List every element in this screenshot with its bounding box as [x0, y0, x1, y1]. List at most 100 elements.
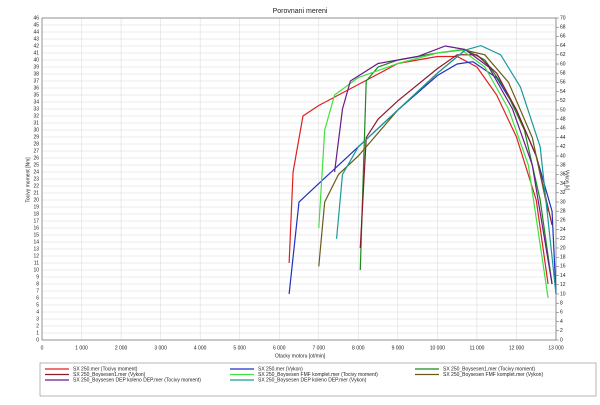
y2-tick-label: 6: [560, 310, 563, 316]
legend-label: SX 250_Boysesen FMF komplet.mer (Vykon): [443, 372, 543, 378]
y2-tick-label: 40: [560, 153, 566, 159]
series-line: [318, 48, 549, 299]
y2-tick-label: 22: [560, 236, 566, 242]
y2-tick-label: 4: [560, 319, 563, 325]
y2-tick-label: 14: [560, 273, 566, 279]
x-tick-label: 2 000: [115, 345, 128, 351]
y2-tick-label: 20: [560, 245, 566, 251]
x-tick-label: 5 000: [233, 345, 246, 351]
y-tick-label: 21: [33, 190, 39, 196]
y-tick-label: 18: [33, 211, 39, 217]
x-tick-label: 9 000: [392, 345, 405, 351]
y2-tick-label: 26: [560, 218, 566, 224]
y-tick-label: 6: [36, 295, 39, 301]
y-tick-label: 2: [36, 323, 39, 329]
y-tick-label: 10: [33, 267, 39, 273]
y2-tick-label: 18: [560, 255, 566, 261]
x-tick-label: 12 000: [509, 345, 525, 351]
y-tick-label: 35: [33, 92, 39, 98]
y-tick-label: 25: [33, 162, 39, 168]
y-tick-label: 41: [33, 50, 39, 56]
y-tick-label: 38: [33, 71, 39, 77]
y2-tick-label: 0: [560, 337, 563, 343]
y2-axis-label: Vykon [k]: [564, 170, 570, 191]
chart-title: Porovnani mereni: [273, 8, 328, 15]
y-tick-label: 19: [33, 204, 39, 210]
y2-tick-label: 16: [560, 264, 566, 270]
y-tick-label: 46: [33, 15, 39, 21]
legend-label: SX 250.mer (Tocivy moment): [73, 366, 138, 372]
series-line: [335, 44, 557, 295]
x-tick-label: 11 000: [469, 345, 484, 351]
y-tick-label: 43: [33, 36, 39, 42]
y-tick-label: 31: [33, 120, 39, 126]
y-tick-label: 20: [33, 197, 39, 203]
legend-label: SX 250_Boysesen FMF komplet.mer (Tocivy …: [258, 372, 378, 378]
y2-tick-label: 70: [560, 15, 566, 21]
y2-tick-label: 50: [560, 107, 566, 113]
y2-tick-label: 48: [560, 117, 566, 123]
plot-frame: [41, 17, 557, 341]
legend-label: SX 250_Boysesen DEP koleno DEP.mer (Vyko…: [258, 377, 367, 383]
y-tick-label: 40: [33, 57, 39, 63]
y-tick-label: 23: [33, 176, 39, 182]
y-tick-label: 11: [34, 260, 39, 266]
y2-tick-label: 66: [560, 34, 566, 40]
y-tick-label: 15: [33, 232, 39, 238]
y-axis-label: Tocivy moment [Nm]: [25, 157, 31, 203]
y-tick-label: 27: [33, 148, 39, 154]
y-tick-label: 30: [33, 127, 39, 133]
legend-box: [39, 362, 597, 397]
y-tick-label: 28: [33, 141, 39, 147]
y2-tick-label: 58: [560, 71, 566, 77]
y2-tick-label: 24: [560, 227, 566, 233]
series-line: [359, 54, 553, 249]
y-tick-label: 39: [33, 64, 39, 70]
y-tick-label: 37: [33, 78, 39, 84]
x-tick-label: 0: [41, 345, 44, 351]
y2-tick-label: 10: [560, 291, 566, 297]
y-tick-label: 34: [33, 99, 39, 105]
y-tick-label: 13: [33, 246, 39, 252]
y-tick-label: 17: [33, 218, 39, 224]
y-tick-label: 33: [33, 106, 39, 112]
y2-tick-label: 30: [560, 199, 566, 205]
y2-tick-label: 46: [560, 126, 566, 132]
legend-label: SX 250_Boysesen DEP koleno DEP.mer (Toci…: [73, 377, 201, 383]
y2-tick-label: 28: [560, 209, 566, 215]
x-tick-label: 7 000: [313, 345, 326, 351]
y2-tick-label: 2: [560, 328, 563, 334]
y-tick-label: 22: [33, 183, 39, 189]
x-tick-label: 4 000: [194, 345, 207, 351]
y-tick-label: 0: [36, 337, 39, 343]
y-tick-label: 45: [33, 22, 39, 28]
x-tick-label: 13 000: [548, 345, 564, 351]
y-tick-label: 24: [33, 169, 39, 175]
x-tick-label: 6 000: [273, 345, 286, 351]
y2-tick-label: 36: [560, 172, 566, 178]
y2-tick-label: 42: [560, 144, 566, 150]
y-tick-label: 16: [33, 225, 39, 231]
y-tick-label: 9: [36, 274, 39, 280]
legend-label: SX 250_Boysesen1.mer (Tocivy moment): [443, 366, 535, 372]
y2-tick-label: 62: [560, 52, 566, 58]
y2-tick-label: 32: [560, 190, 566, 196]
y-tick-label: 36: [33, 85, 39, 91]
y2-tick-label: 54: [560, 89, 566, 95]
series-line: [333, 45, 553, 285]
y-tick-label: 32: [33, 113, 39, 119]
y-tick-label: 8: [36, 281, 39, 287]
y2-tick-label: 34: [560, 181, 566, 187]
y-tick-label: 3: [36, 316, 39, 322]
x-tick-label: 8 000: [352, 345, 365, 351]
y2-tick-label: 68: [560, 25, 566, 31]
y-tick-label: 42: [33, 43, 39, 49]
y2-tick-label: 60: [560, 61, 566, 67]
y-tick-label: 12: [33, 253, 39, 259]
y2-tick-label: 44: [560, 135, 566, 141]
y-tick-label: 29: [33, 134, 39, 140]
y-tick-label: 1: [36, 330, 39, 336]
y2-tick-label: 56: [560, 80, 566, 86]
y2-tick-label: 52: [560, 98, 566, 104]
